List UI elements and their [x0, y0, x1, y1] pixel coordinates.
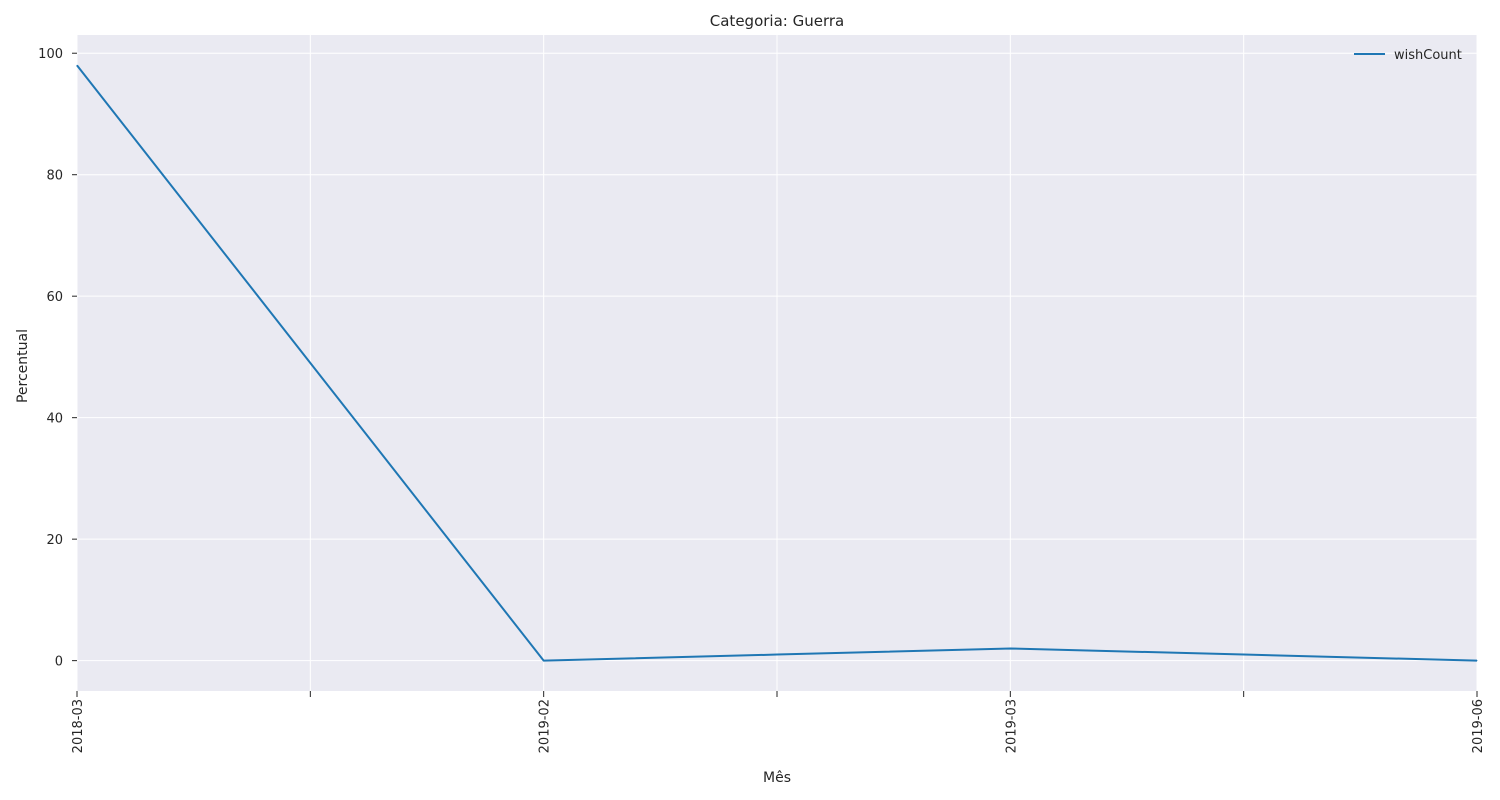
data-point [776, 654, 778, 656]
data-point [1476, 660, 1478, 662]
grid [76, 35, 1478, 691]
chart-title: Categoria: Guerra [710, 12, 844, 30]
data-point [309, 362, 311, 364]
x-tick-label: 2019-02 [538, 699, 553, 753]
y-tick-label: 40 [46, 412, 63, 427]
x-tick-label: 2018-03 [71, 699, 86, 753]
legend-label-wishcount: wishCount [1394, 48, 1462, 63]
y-axis: 0 20 40 60 80 100 [38, 47, 77, 670]
y-tick-label: 80 [46, 169, 63, 184]
y-tick-label: 20 [46, 533, 63, 548]
data-point [1243, 654, 1245, 656]
data-point [1009, 647, 1011, 649]
y-axis-label: Percentual [15, 329, 31, 403]
y-tick-label: 60 [46, 290, 63, 305]
series-layer [76, 64, 1478, 662]
x-axis: 2018-03 2019-02 2019-03 2019-06 [71, 691, 1486, 753]
x-tick-label: 2019-06 [1471, 699, 1486, 753]
x-axis-label: Mês [763, 770, 791, 786]
x-tick-label: 2019-03 [1004, 699, 1019, 753]
data-point [543, 660, 545, 662]
y-tick-label: 100 [38, 47, 63, 62]
data-point [76, 64, 78, 66]
legend: wishCount [1354, 48, 1462, 63]
y-tick-label: 0 [55, 655, 63, 670]
